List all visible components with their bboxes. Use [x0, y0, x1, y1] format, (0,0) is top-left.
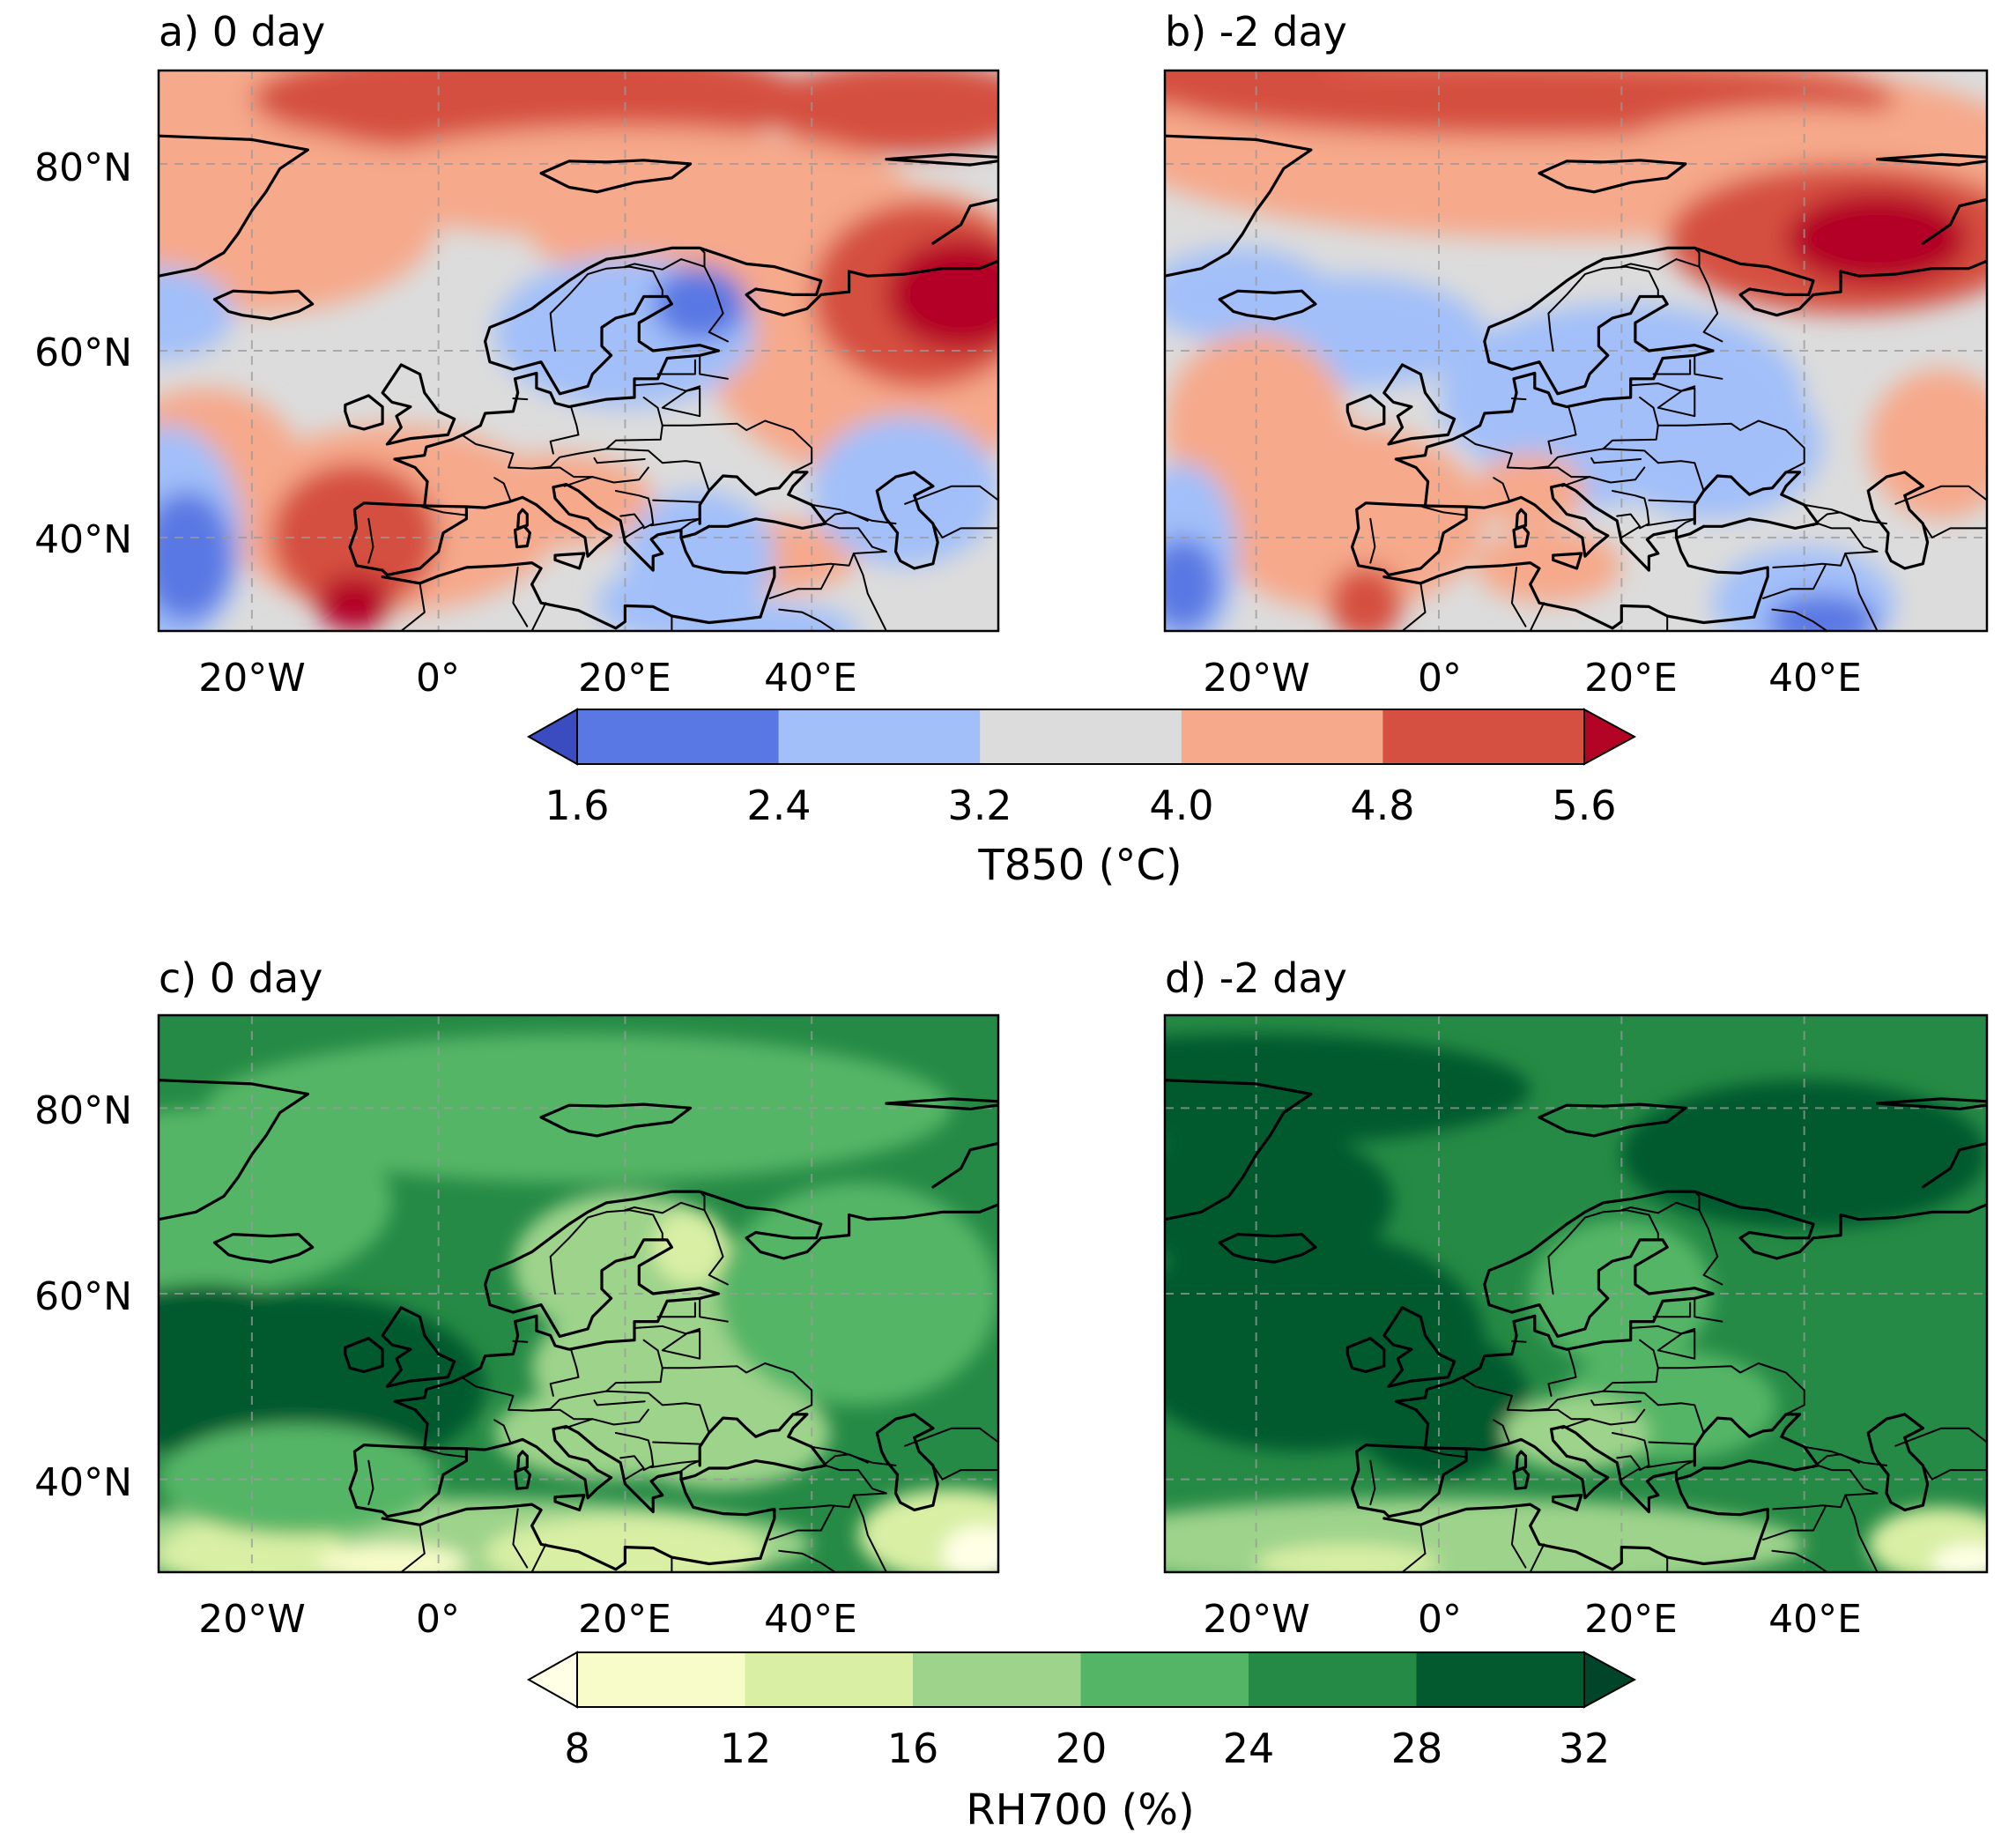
panel-d: d) -2 day 20°W 0° 20°E 40°E: [1163, 954, 1989, 1642]
lon-tick-20w-d: 20°W: [1203, 1597, 1310, 1642]
colorbar-rh700-extend-high: [1583, 1651, 1637, 1709]
colorbar-t850: 1.6 2.4 3.2 4.0 4.8 5.6 T850 (°C): [526, 708, 1637, 890]
lon-labels-c: 20°W 0° 20°E 40°E: [198, 1597, 857, 1642]
panel-title-b: b) -2 day: [1165, 8, 1347, 56]
cb-t850-tick-1: 1.6: [545, 782, 609, 829]
lon-tick-40e-a: 40°E: [764, 656, 857, 701]
panel-title-d: d) -2 day: [1165, 954, 1347, 1002]
cbT850-segment-3: [1181, 709, 1383, 764]
cbRH700-segment-1: [745, 1652, 914, 1707]
cb-t850-tick-2: 2.4: [746, 782, 811, 829]
cbT850-segment-1: [778, 709, 981, 764]
colorbar-t850-ticks: 1.6 2.4 3.2 4.0 4.8 5.6: [545, 782, 1616, 829]
coastlines-c: [159, 1079, 998, 1572]
lat-tick-80n-c: 80°N: [34, 1088, 132, 1133]
panel-a: a) 0 day 80°N 60°N 40°N 20°W 0° 20°E 40°…: [34, 8, 1000, 701]
map-frame-a: [157, 69, 1000, 633]
lat-tick-40n-a: 40°N: [34, 517, 132, 562]
panel-title-c: c) 0 day: [159, 954, 322, 1002]
cbRH700-segment-3: [1080, 1652, 1249, 1707]
map-frame-c: [157, 1013, 1000, 1574]
lon-labels-a: 20°W 0° 20°E 40°E: [198, 656, 857, 701]
gridlines-d: [1165, 1015, 1987, 1572]
map-frame-d: [1163, 1013, 1989, 1574]
cb-rh700-tick-7: 32: [1559, 1725, 1611, 1772]
lon-tick-0-a: 0°: [416, 656, 460, 701]
cbRH700-segment-2: [913, 1652, 1081, 1707]
map-frame-b: [1163, 69, 1989, 633]
coastlines-d: [1165, 1079, 1987, 1572]
lat-tick-80n-a: 80°N: [34, 145, 132, 190]
colorbar-rh700-segments: [577, 1652, 1585, 1707]
colorbar-rh700: 8 12 16 20 24 28 32 RH700 (%): [526, 1651, 1637, 1835]
lat-tick-40n-c: 40°N: [34, 1460, 132, 1505]
cb-rh700-tick-2: 12: [720, 1725, 772, 1772]
cb-rh700-tick-1: 8: [564, 1725, 589, 1772]
lon-tick-20e-b: 20°E: [1584, 656, 1678, 701]
lat-tick-60n-a: 60°N: [34, 330, 132, 375]
colorbar-rh700-ticks: 8 12 16 20 24 28 32: [564, 1725, 1610, 1772]
lat-labels-c: 80°N 60°N 40°N: [34, 1088, 132, 1505]
lon-tick-20w-c: 20°W: [198, 1597, 306, 1642]
coastlines-a: [159, 134, 998, 631]
lon-tick-20e-c: 20°E: [578, 1597, 671, 1642]
lon-tick-40e-b: 40°E: [1768, 656, 1862, 701]
lon-tick-0-d: 0°: [1418, 1597, 1462, 1642]
lat-labels-a: 80°N 60°N 40°N: [34, 145, 132, 562]
lon-tick-20e-a: 20°E: [578, 656, 671, 701]
lon-tick-20w-a: 20°W: [198, 656, 306, 701]
lon-tick-20w-b: 20°W: [1203, 656, 1310, 701]
cb-rh700-tick-5: 24: [1223, 1725, 1275, 1772]
cb-t850-tick-3: 3.2: [947, 782, 1012, 829]
cb-rh700-tick-3: 16: [887, 1725, 939, 1772]
colorbar-t850-frame: [576, 709, 1585, 765]
panel-b: b) -2 day 20°W 0° 20°E 40°E: [1163, 8, 1989, 701]
cbRH700-segment-4: [1249, 1652, 1417, 1707]
colorbar-rh700-frame: [576, 1651, 1585, 1708]
cbT850-segment-2: [980, 709, 1182, 764]
lat-tick-60n-c: 60°N: [34, 1274, 132, 1319]
colorbar-rh700-extend-low: [526, 1651, 578, 1709]
cb-t850-tick-6: 5.6: [1552, 782, 1616, 829]
cbT850-segment-4: [1382, 709, 1585, 764]
colorbar-t850-segments: [577, 709, 1585, 764]
lon-tick-0-c: 0°: [416, 1597, 460, 1642]
colorbar-t850-extend-low: [526, 708, 578, 766]
rh700-field-d: [1165, 1015, 1987, 1572]
cb-rh700-tick-4: 20: [1056, 1725, 1108, 1772]
colorbar-t850-extend-high: [1583, 708, 1637, 766]
lon-tick-0-b: 0°: [1418, 656, 1462, 701]
cb-t850-tick-5: 4.8: [1350, 782, 1414, 829]
lon-tick-40e-c: 40°E: [764, 1597, 857, 1642]
coastlines-b: [1165, 134, 1987, 631]
cb-t850-tick-4: 4.0: [1149, 782, 1213, 829]
lon-labels-b: 20°W 0° 20°E 40°E: [1203, 656, 1862, 701]
lon-tick-40e-d: 40°E: [1768, 1597, 1862, 1642]
cbRH700-segment-0: [577, 1652, 745, 1707]
colorbar-rh700-label: RH700 (%): [966, 1785, 1194, 1835]
panel-title-a: a) 0 day: [159, 8, 325, 56]
cbRH700-segment-5: [1416, 1652, 1585, 1707]
cb-rh700-tick-6: 28: [1391, 1725, 1443, 1772]
cbT850-segment-0: [577, 709, 780, 764]
panel-c: c) 0 day 80°N 60°N 40°N 20°W 0° 20°E 40°…: [34, 954, 1000, 1642]
colorbar-t850-label: T850 (°C): [977, 841, 1182, 890]
lon-tick-20e-d: 20°E: [1584, 1597, 1678, 1642]
lon-labels-d: 20°W 0° 20°E 40°E: [1203, 1597, 1862, 1642]
